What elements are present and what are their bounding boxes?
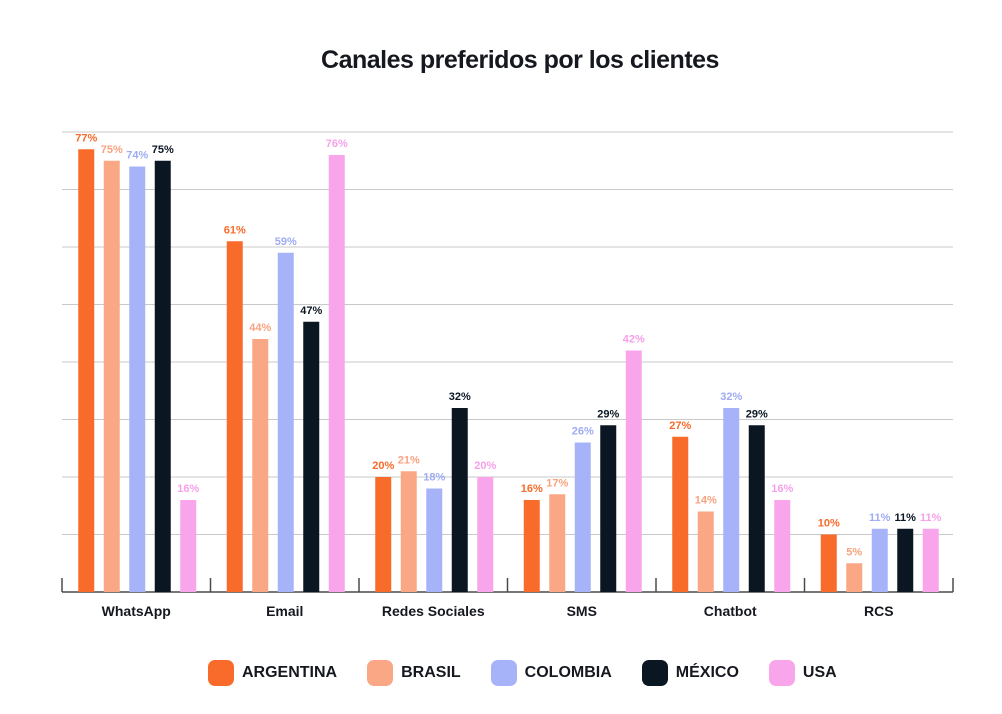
data-label: 42%: [623, 334, 645, 346]
data-label: 20%: [372, 460, 394, 472]
bar-méxico-whatsapp: [154, 160, 171, 592]
legend-item-colombia: COLOMBIA: [490, 660, 612, 686]
legend-label: ARGENTINA: [242, 664, 338, 681]
bar-argentina-whatsapp: [78, 149, 95, 592]
bar-brasil-rcs: [846, 563, 863, 592]
data-label: 29%: [746, 408, 768, 420]
data-label: 47%: [300, 305, 322, 317]
bar-colombia-rcs: [871, 528, 888, 592]
legend-item-argentina: ARGENTINA: [208, 660, 337, 686]
data-label: 20%: [474, 460, 496, 472]
bar-usa-sms: [625, 350, 642, 592]
chart-title: Canales preferidos por los clientes: [321, 46, 719, 74]
data-label: 61%: [224, 224, 246, 236]
x-tick-label: RCS: [864, 603, 894, 619]
x-tick-label: Email: [266, 603, 303, 619]
legend-swatch: [768, 660, 795, 686]
data-label: 5%: [846, 546, 862, 558]
x-tick-label: SMS: [567, 603, 597, 619]
legend-label: USA: [802, 664, 837, 681]
data-label: 11%: [920, 512, 942, 524]
bar-usa-email: [328, 155, 345, 592]
data-label: 75%: [101, 144, 123, 156]
legend-swatch: [490, 660, 517, 686]
data-label: 32%: [720, 391, 742, 403]
data-label: 27%: [669, 420, 691, 432]
data-label: 11%: [869, 512, 891, 524]
x-tick-label: Redes Sociales: [382, 603, 485, 619]
data-label: 44%: [249, 322, 271, 334]
data-label: 18%: [423, 472, 445, 484]
legend-swatch: [367, 660, 394, 686]
legend-swatch: [208, 660, 234, 686]
bar-brasil-chatbot: [697, 511, 714, 592]
bar-méxico-chatbot: [748, 425, 765, 592]
bar-argentina-rcs: [820, 534, 837, 592]
data-label: 75%: [152, 144, 174, 156]
bar-brasil-redes-sociales: [400, 471, 417, 592]
data-label: 17%: [546, 477, 568, 489]
bar-brasil-sms: [549, 494, 566, 592]
data-label: 10%: [818, 518, 840, 530]
bar-méxico-redes-sociales: [451, 408, 468, 592]
bar-brasil-email: [252, 339, 269, 592]
data-label: 26%: [572, 426, 594, 438]
bar-argentina-sms: [523, 500, 540, 592]
bar-méxico-email: [303, 321, 320, 592]
bar-colombia-whatsapp: [129, 166, 146, 592]
bar-colombia-email: [277, 252, 294, 592]
data-label: 76%: [326, 138, 348, 150]
data-label: 11%: [895, 512, 917, 524]
bar-méxico-sms: [600, 425, 617, 592]
bar-usa-chatbot: [774, 500, 791, 592]
data-label: 59%: [275, 236, 297, 248]
bar-usa-redes-sociales: [477, 477, 494, 592]
data-label: 16%: [177, 483, 199, 495]
legend-item-brasil: BRASIL: [367, 660, 461, 686]
bar-usa-rcs: [922, 528, 939, 592]
bar-brasil-whatsapp: [103, 160, 120, 592]
legend-label: MÉXICO: [675, 664, 739, 681]
data-label: 29%: [597, 408, 619, 420]
data-label: 14%: [695, 495, 717, 507]
bar-colombia-chatbot: [723, 408, 740, 592]
data-label: 16%: [771, 483, 793, 495]
bar-argentina-redes-sociales: [375, 477, 392, 592]
bar-colombia-sms: [574, 442, 591, 592]
data-label: 77%: [75, 132, 97, 144]
legend-label: BRASIL: [401, 664, 461, 681]
bar-argentina-chatbot: [672, 436, 689, 592]
x-tick-label: Chatbot: [704, 603, 757, 619]
legend-item-usa: USA: [768, 660, 837, 686]
x-tick-label: WhatsApp: [102, 603, 171, 619]
data-label: 16%: [521, 483, 543, 495]
bar-usa-whatsapp: [180, 500, 197, 592]
bar-argentina-email: [226, 241, 243, 592]
bar-méxico-rcs: [897, 528, 914, 592]
data-label: 21%: [398, 454, 420, 466]
legend-item-méxico: MÉXICO: [641, 660, 739, 686]
data-label: 32%: [449, 391, 471, 403]
legend-label: COLOMBIA: [524, 664, 612, 681]
data-label: 74%: [126, 150, 148, 162]
legend-swatch: [641, 660, 668, 686]
bar-colombia-redes-sociales: [426, 488, 443, 592]
legend: ARGENTINA BRASIL COLOMBIA MÉXICO USA: [208, 660, 867, 686]
